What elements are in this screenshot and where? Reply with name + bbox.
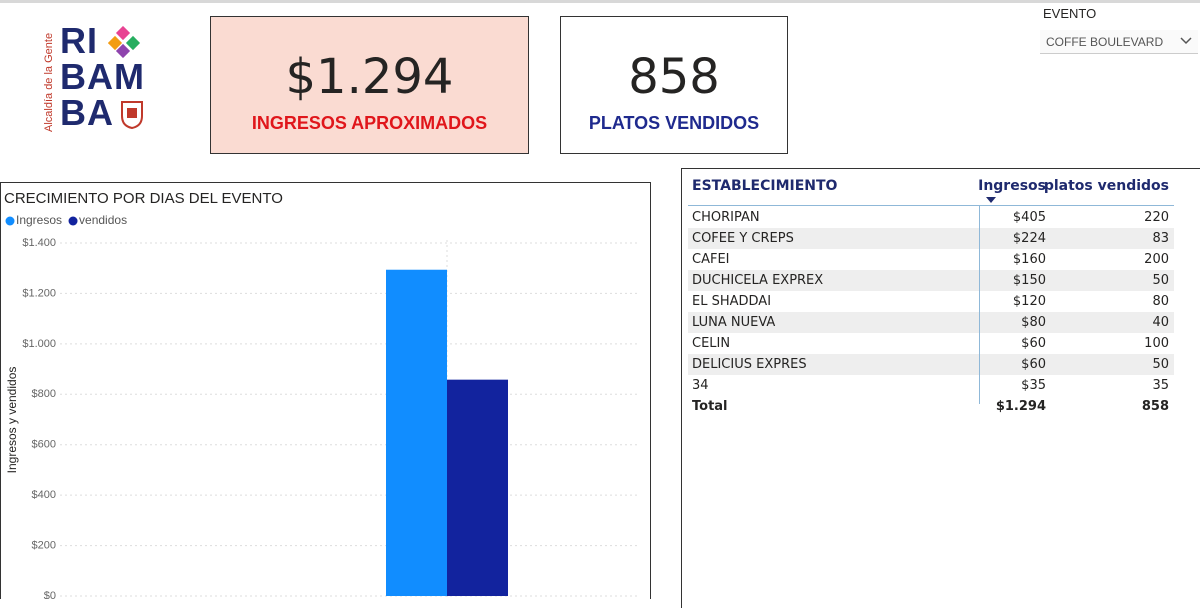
y-tick-label: $800: [32, 388, 56, 400]
table-cell: 220: [1144, 210, 1169, 225]
legend-label: vendidos: [79, 213, 127, 227]
top-bar: [0, 0, 1200, 3]
logo-icon: [108, 26, 141, 58]
table-panel: [681, 168, 1200, 608]
kpi-label: PLATOS VENDIDOS: [588, 113, 760, 133]
table-cell: 50: [1152, 273, 1169, 288]
chart-title: CRECIMIENTO POR DIAS DEL EVENTO: [4, 190, 283, 207]
table-cell: $120: [1012, 294, 1046, 309]
table-cell: 50: [1152, 357, 1169, 372]
table-cell: 34: [692, 378, 709, 393]
logo-text: RI: [60, 20, 98, 61]
bar: [386, 269, 447, 596]
legend-label: Ingresos: [16, 213, 62, 227]
dropdown-arrow: [1180, 37, 1192, 45]
table-cell: CHORIPAN: [692, 210, 760, 225]
chart-border: [0, 182, 651, 599]
table-cell: CELIN: [692, 336, 731, 351]
y-tick-label: $400: [32, 489, 56, 501]
table-cell: EL SHADDAI: [692, 294, 772, 309]
logo-text: BA: [60, 92, 114, 133]
table-cell: LUNA NUEVA: [692, 315, 776, 330]
table-cell: 40: [1152, 315, 1169, 330]
y-tick-label: $1.200: [22, 287, 56, 299]
y-tick-label: $1.000: [22, 338, 56, 350]
row-band: [688, 270, 1174, 291]
column-header: platos vendidos: [1043, 178, 1169, 194]
table-cell: $60: [1021, 336, 1046, 351]
column-header: ESTABLECIMIENTO: [692, 178, 838, 194]
y-axis-label: Ingresos y vendidos: [5, 367, 19, 474]
table-cell: $60: [1021, 357, 1046, 372]
table-cell: $80: [1021, 315, 1046, 330]
table-cell: 35: [1152, 378, 1169, 393]
kpi-card: $1.294 INGRESOS APROXIMADOS: [210, 16, 529, 154]
table-cell: COFEE Y CREPS: [692, 231, 794, 246]
logo-crest: [121, 101, 143, 130]
logo-text: BAM: [60, 56, 145, 97]
legend-swatch: [5, 216, 15, 226]
kpi-card: 858 PLATOS VENDIDOS: [560, 16, 788, 154]
kpi-value: $1.294: [285, 49, 454, 105]
row-band: [688, 354, 1174, 375]
legend-swatch: [68, 216, 78, 226]
y-tick-label: $200: [32, 539, 56, 551]
table-cell: $35: [1021, 378, 1046, 393]
y-tick-label: $0: [44, 590, 56, 599]
table-cell: $224: [1012, 231, 1046, 246]
table-cell: 80: [1152, 294, 1169, 309]
table-cell: 100: [1144, 336, 1169, 351]
total-cell: Total: [692, 399, 728, 414]
y-tick-label: $600: [32, 439, 56, 451]
table-cell: 200: [1144, 252, 1169, 267]
logo: Alcaldía de la Gente RI BAM BA: [40, 22, 155, 137]
column-divider: [979, 206, 980, 404]
table-cell: DELICIUS EXPRES: [692, 357, 807, 372]
total-cell: $1.294: [995, 399, 1046, 414]
slicer-dropdown[interactable]: COFFE BOULEVARD: [1040, 30, 1198, 54]
table-cell: $150: [1012, 273, 1046, 288]
y-tick-label: $1.400: [22, 237, 56, 249]
row-band: [688, 228, 1174, 249]
table-cell: $160: [1012, 252, 1046, 267]
sort-arrow: [986, 197, 996, 203]
row-band: [688, 312, 1174, 333]
header-rule: [688, 205, 1174, 206]
table-cell: DUCHICELA EXPREX: [692, 273, 824, 288]
total-cell: 858: [1141, 399, 1169, 414]
kpi-label: INGRESOS APROXIMADOS: [251, 113, 488, 133]
column-header: Ingresos: [978, 178, 1046, 194]
kpi-value: 858: [628, 49, 720, 105]
table-cell: $405: [1012, 210, 1046, 225]
slicer-value: COFFE BOULEVARD: [1046, 35, 1164, 49]
bar: [447, 379, 508, 596]
table-cell: CAFEI: [692, 252, 730, 267]
slicer-title: EVENTO: [1043, 6, 1097, 21]
table-cell: 83: [1152, 231, 1169, 246]
bar-chart: CRECIMIENTO POR DIAS DEL EVENTO Ingresos…: [0, 182, 651, 599]
